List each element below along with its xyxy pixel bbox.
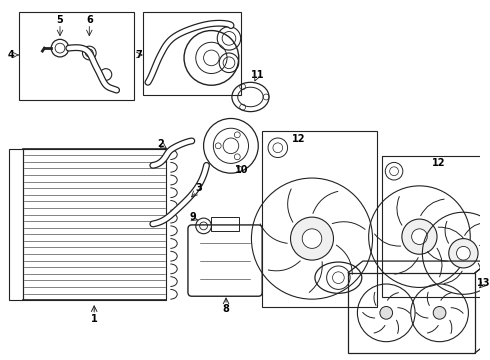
Text: 12: 12	[292, 134, 305, 144]
Bar	[348, 273, 475, 353]
Text: 6: 6	[86, 15, 93, 25]
Text: 11: 11	[250, 69, 264, 80]
Text: 2: 2	[157, 139, 164, 149]
Text: 4: 4	[8, 50, 15, 60]
Bar	[143, 12, 241, 95]
Bar	[262, 131, 377, 307]
Text: 3: 3	[196, 183, 202, 193]
Text: 5: 5	[57, 15, 63, 25]
Bar	[382, 156, 490, 297]
Text: 13: 13	[477, 278, 490, 288]
Text: 9: 9	[190, 212, 196, 222]
Circle shape	[449, 239, 478, 268]
Text: 1: 1	[91, 314, 98, 324]
Text: 7: 7	[136, 50, 143, 60]
Text: 10: 10	[235, 165, 248, 175]
Text: 8: 8	[222, 304, 229, 314]
Circle shape	[402, 219, 437, 254]
Circle shape	[433, 306, 446, 319]
Circle shape	[302, 229, 322, 248]
Bar	[23, 149, 167, 300]
Bar	[9, 149, 23, 300]
Bar	[19, 12, 134, 100]
Circle shape	[412, 229, 427, 244]
Circle shape	[457, 247, 470, 260]
Text: 12: 12	[432, 158, 446, 168]
Bar	[211, 217, 239, 231]
Circle shape	[380, 306, 392, 319]
Circle shape	[291, 217, 334, 260]
